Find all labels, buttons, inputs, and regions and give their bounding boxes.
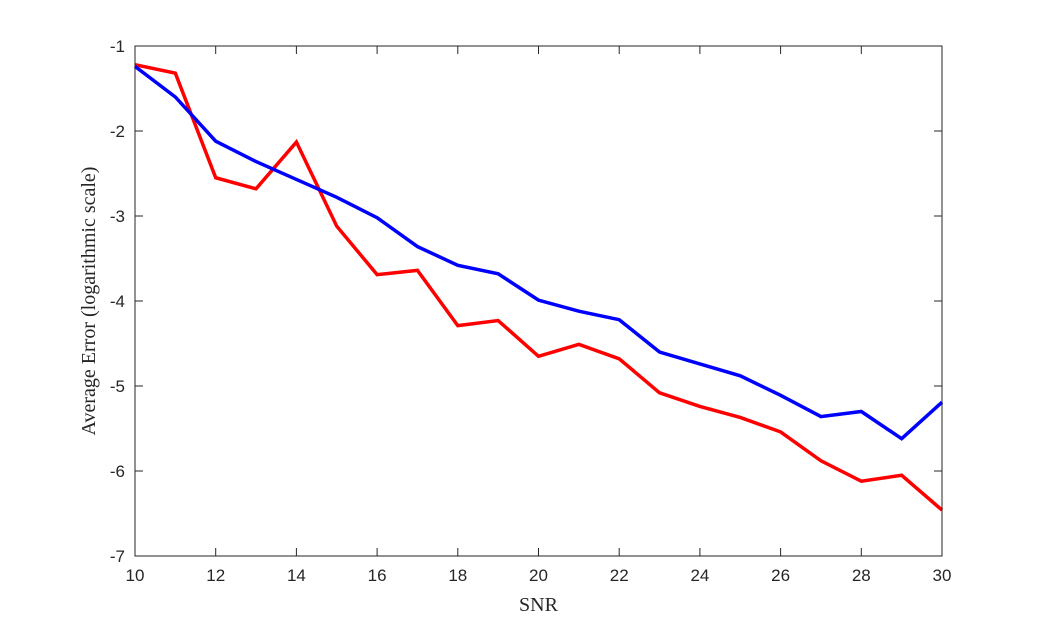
x-tick-label: 26 bbox=[771, 566, 790, 585]
y-tick-label: -2 bbox=[110, 122, 125, 141]
y-tick-label: -5 bbox=[110, 377, 125, 396]
x-tick-label: 14 bbox=[287, 566, 306, 585]
x-tick-label: 20 bbox=[529, 566, 548, 585]
y-axis-label: Average Error (logarithmic scale) bbox=[78, 167, 100, 436]
x-tick-label: 18 bbox=[448, 566, 467, 585]
y-tick-label: -4 bbox=[110, 292, 125, 311]
series-line-1 bbox=[134, 62, 944, 512]
y-tick-label: -7 bbox=[110, 547, 125, 566]
x-tick-label: 10 bbox=[126, 566, 145, 585]
x-tick-label: 22 bbox=[610, 566, 629, 585]
x-tick-label: 12 bbox=[206, 566, 225, 585]
series-layer bbox=[133, 62, 944, 512]
y-tick-label: -3 bbox=[110, 207, 125, 226]
y-tick-label: -1 bbox=[110, 37, 125, 56]
tick-label-layer: 10 12 14 16 18 20 22 24 26 28 30 -7 -6 -5 -4 -3 -2 -1 bbox=[110, 37, 952, 585]
y-tick-label: -6 bbox=[110, 462, 125, 481]
plot-frame bbox=[134, 45, 943, 557]
x-axis-label: SNR bbox=[519, 594, 559, 616]
x-tick-label: 16 bbox=[368, 566, 387, 585]
series-line-2 bbox=[133, 65, 944, 441]
x-tick-label: 24 bbox=[690, 566, 709, 585]
x-tick-label: 28 bbox=[852, 566, 871, 585]
x-tick-label: 30 bbox=[933, 566, 952, 585]
